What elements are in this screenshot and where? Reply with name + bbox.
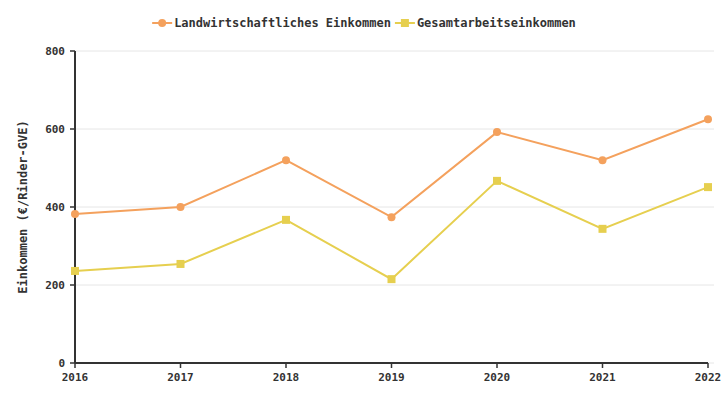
- legend: Landwirtschaftliches Einkommen Gesamtarbe…: [152, 16, 576, 30]
- point-marker: [282, 156, 290, 164]
- legend-item: Landwirtschaftliches Einkommen: [152, 16, 391, 30]
- chart: 0 200 400 600 800 2016 2017 2018 2019 2020 2021 202…: [0, 0, 725, 400]
- y-axis: [74, 51, 76, 363]
- y-tick-label: 600: [45, 123, 65, 136]
- point-marker: [388, 213, 396, 221]
- y-tick-label: 400: [45, 201, 65, 214]
- legend-marker: [158, 19, 166, 27]
- x-tick-label: 2017: [167, 371, 194, 384]
- grid-line: [75, 285, 714, 286]
- legend-item: Gesamtarbeitseinkommen: [395, 16, 576, 30]
- legend-label: Landwirtschaftliches Einkommen: [174, 16, 391, 30]
- point-marker: [704, 115, 712, 123]
- legend-marker: [401, 19, 409, 27]
- plot-area: [71, 115, 712, 283]
- x-tick-label: 2020: [484, 371, 511, 384]
- series-line: [75, 181, 708, 279]
- series-line: [75, 119, 708, 217]
- y-tick-label: 800: [45, 45, 65, 58]
- grid-line: [75, 51, 714, 52]
- x-tick-label: 2021: [589, 371, 616, 384]
- x-tick-label: 2016: [62, 371, 89, 384]
- y-tick-label: 0: [58, 357, 65, 370]
- x-tick-label: 2018: [273, 371, 300, 384]
- grid-line: [75, 363, 714, 364]
- point-marker: [282, 216, 290, 224]
- legend-label: Gesamtarbeitseinkommen: [417, 16, 576, 30]
- point-marker: [493, 128, 501, 136]
- point-marker: [71, 210, 79, 218]
- grid-line: [75, 129, 714, 130]
- x-tick-label: 2022: [695, 371, 722, 384]
- point-marker: [493, 177, 501, 185]
- point-marker: [704, 183, 712, 191]
- point-marker: [177, 203, 185, 211]
- point-marker: [71, 267, 79, 275]
- point-marker: [599, 156, 607, 164]
- y-tick-label: 200: [45, 279, 65, 292]
- point-marker: [599, 225, 607, 233]
- x-tick-label: 2019: [378, 371, 405, 384]
- y-axis-label: Einkommen (€/Rinder-GVE): [16, 120, 30, 293]
- point-marker: [388, 275, 396, 283]
- x-axis: [75, 362, 708, 364]
- point-marker: [177, 260, 185, 268]
